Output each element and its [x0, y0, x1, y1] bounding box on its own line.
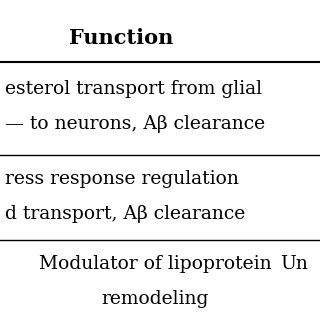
- Text: Function: Function: [69, 28, 174, 48]
- Text: remodeling: remodeling: [101, 290, 209, 308]
- Text: ress response regulation: ress response regulation: [5, 170, 239, 188]
- Text: — to neurons, Aβ clearance: — to neurons, Aβ clearance: [5, 115, 265, 133]
- Text: Modulator of lipoprotein: Modulator of lipoprotein: [39, 255, 271, 273]
- Text: Un: Un: [280, 255, 308, 273]
- Text: esterol transport from glial: esterol transport from glial: [5, 80, 262, 98]
- Text: d transport, Aβ clearance: d transport, Aβ clearance: [5, 205, 245, 223]
